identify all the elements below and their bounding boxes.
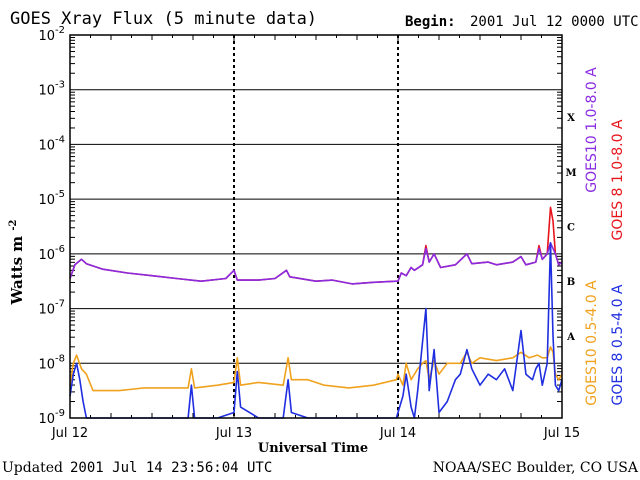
y-tick-label-exponent: -7 <box>55 299 65 310</box>
x-tick-label-0: Jul 12 <box>51 426 88 441</box>
y-tick-label-base: 10 <box>38 248 55 263</box>
footer-updated-value: 2001 Jul 14 23:56:04 UTC <box>70 460 272 476</box>
flare-class-x: X <box>567 113 575 124</box>
y-tick-label-exponent: -2 <box>55 25 65 36</box>
plot-frame <box>69 34 563 419</box>
chart-title: GOES Xray Flux (5 minute data) <box>10 9 317 29</box>
x-tick-label-3: Jul 15 <box>543 426 580 441</box>
y-tick-label-base: 10 <box>38 138 55 153</box>
flare-class-m: M <box>565 168 576 179</box>
x-tick-label-2: Jul 14 <box>379 426 416 441</box>
y-tick-label-4: 10-6 <box>38 244 65 263</box>
y-tick-label-exponent: -8 <box>55 353 65 364</box>
y-tick-label-exponent: -3 <box>55 80 65 91</box>
begin-label: Begin: <box>405 14 456 30</box>
y-axis-label-text: Watts m <box>8 236 26 306</box>
y-tick-label-6: 10-8 <box>38 353 65 372</box>
y-tick-label-base: 10 <box>38 357 55 372</box>
y-tick-label-1: 10-3 <box>38 80 65 99</box>
footer-updated-label: Updated <box>2 460 63 476</box>
x-axis-label: Universal Time <box>258 441 368 456</box>
legend-entry-2: GOES10 0.5-4.0 A <box>584 280 600 406</box>
x-tick-label-1: Jul 13 <box>215 426 252 441</box>
series-line-0 <box>69 206 563 285</box>
y-tick-label-5: 10-7 <box>38 299 65 318</box>
legend-entry-0: GOES10 1.0-8.0 A <box>584 67 600 193</box>
y-tick-label-0: 10-2 <box>38 25 65 44</box>
y-axis-label-exponent: -2 <box>8 219 19 230</box>
begin-value: 2001 Jul 12 0000 UTC <box>470 14 639 30</box>
legend-entry-3: GOES 8 0.5-4.0 A <box>610 284 626 405</box>
flare-class-c: C <box>567 223 575 234</box>
y-tick-label-7: 10-9 <box>38 408 65 427</box>
series-line-3 <box>69 242 563 419</box>
y-tick-label-3: 10-5 <box>38 189 65 208</box>
series-line-1 <box>69 242 563 285</box>
series-line-2 <box>69 346 563 392</box>
flare-class-a: A <box>566 332 575 343</box>
y-tick-label-exponent: -4 <box>55 134 65 145</box>
flare-class-b: B <box>567 277 575 288</box>
footer-credit: NOAA/SEC Boulder, CO USA <box>433 460 639 476</box>
y-tick-label-exponent: -9 <box>55 408 65 419</box>
y-tick-label-exponent: -6 <box>55 244 65 255</box>
y-tick-label-2: 10-4 <box>38 134 65 153</box>
legend-entry-1: GOES 8 1.0-8.0 A <box>610 119 626 240</box>
y-tick-label-base: 10 <box>38 303 55 318</box>
y-axis-label: Watts m -2 <box>8 219 26 305</box>
y-tick-label-base: 10 <box>38 84 55 99</box>
y-tick-label-base: 10 <box>38 412 55 427</box>
y-tick-label-exponent: -5 <box>55 189 65 200</box>
y-tick-label-base: 10 <box>38 193 55 208</box>
y-tick-label-base: 10 <box>38 29 55 44</box>
